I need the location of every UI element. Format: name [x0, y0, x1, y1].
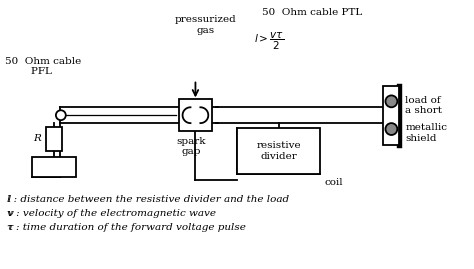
Text: 50  Ohm cable
        PFL: 50 Ohm cable PFL: [5, 57, 82, 76]
Circle shape: [385, 95, 397, 107]
Circle shape: [385, 123, 397, 135]
Text: $l>\dfrac{v\tau}{2}$: $l>\dfrac{v\tau}{2}$: [254, 31, 284, 52]
Text: load of
a short: load of a short: [405, 95, 442, 115]
Bar: [179, 99, 212, 131]
Bar: [32, 157, 76, 176]
Text: spark
gap: spark gap: [177, 137, 206, 156]
Bar: [383, 86, 399, 145]
Text: τ: τ: [8, 223, 13, 232]
Circle shape: [56, 110, 66, 120]
Text: pressurized
gas: pressurized gas: [174, 15, 236, 35]
Bar: [237, 128, 320, 174]
Text: DC  HV: DC HV: [34, 162, 73, 171]
Text: metallic
shield: metallic shield: [405, 123, 447, 143]
Bar: [46, 127, 62, 151]
Text: v: v: [8, 209, 13, 218]
Text: l: l: [8, 195, 11, 204]
Text: v : velocity of the electromagnetic wave: v : velocity of the electromagnetic wave: [8, 209, 217, 218]
Text: R: R: [33, 134, 41, 143]
Text: τ : time duration of the forward voltage pulse: τ : time duration of the forward voltage…: [8, 223, 246, 232]
Text: l : distance between the resistive divider and the load: l : distance between the resistive divid…: [8, 195, 290, 204]
Text: coil: coil: [324, 178, 343, 186]
Text: resistive
divider: resistive divider: [256, 141, 301, 161]
Text: 50  Ohm cable PTL: 50 Ohm cable PTL: [262, 8, 362, 17]
